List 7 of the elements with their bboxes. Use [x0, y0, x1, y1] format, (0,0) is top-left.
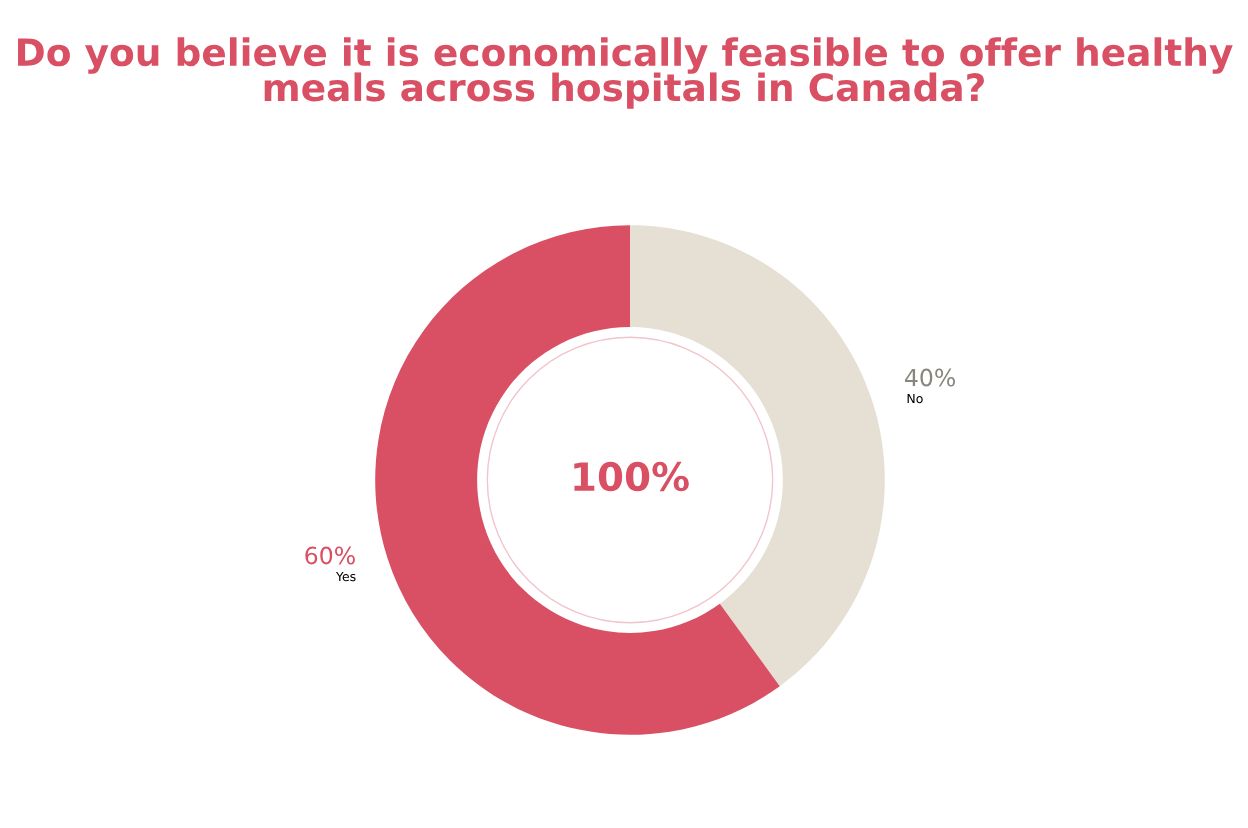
slice-label: Yes [335, 571, 356, 582]
text: 100% [574, 461, 689, 492]
slice-label: No [907, 393, 923, 404]
data-label: 40% [904, 368, 956, 387]
data-label: 60% [305, 546, 355, 565]
chart-title: Do you believe it is economically feasible to offer healthy meals across hospitals in Canada? [18, 37, 1233, 109]
donut-slice [375, 225, 780, 735]
